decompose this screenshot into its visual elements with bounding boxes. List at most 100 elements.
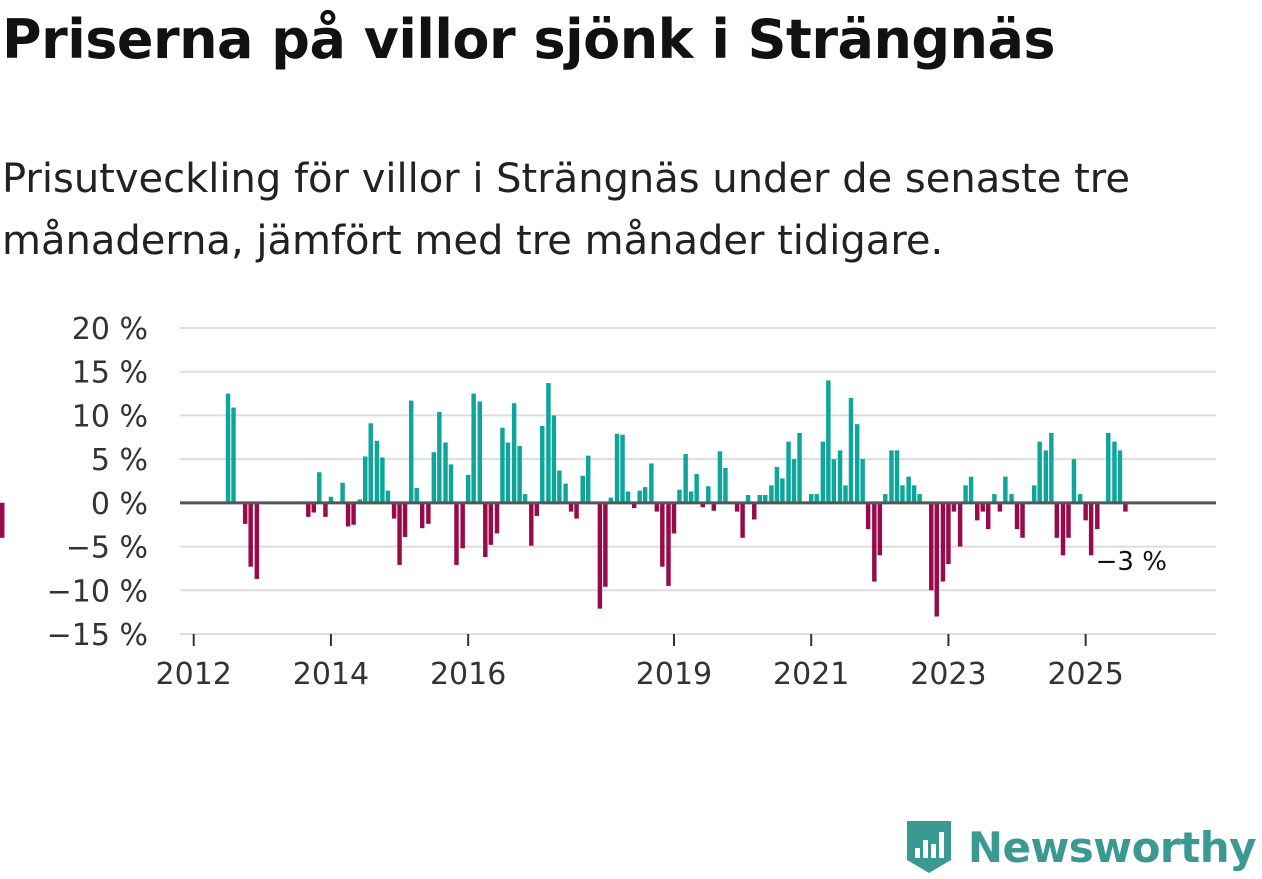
bar: [877, 502, 883, 556]
bar: [951, 502, 957, 512]
y-tick-label: −5 %: [66, 531, 148, 566]
bar: [323, 502, 328, 517]
bar: [465, 474, 471, 503]
y-tick-label: 10 %: [72, 399, 148, 434]
bar: [980, 502, 985, 512]
bar: [620, 434, 625, 503]
bar: [0, 502, 5, 530]
bar: [666, 502, 671, 586]
bar: [865, 502, 871, 530]
bar: [1003, 476, 1008, 503]
chart-title: Priserna på villor sjönk i Strängnäs: [2, 8, 1056, 71]
bar: [563, 483, 568, 503]
bar: [1095, 502, 1100, 530]
bar: [448, 464, 454, 503]
bar: [740, 502, 745, 538]
bar: [826, 380, 831, 503]
bar: [791, 459, 797, 503]
bar: [717, 451, 723, 503]
bar: [511, 403, 517, 503]
bar: [368, 423, 373, 503]
bar: [734, 502, 740, 512]
bar: [752, 502, 757, 520]
brand-name: Newsworthy: [967, 822, 1257, 872]
bar: [380, 457, 385, 503]
bar: [231, 407, 236, 503]
bar: [522, 494, 528, 503]
bar: [883, 494, 888, 503]
x-tick-label: 2019: [636, 657, 712, 692]
bar: [402, 502, 408, 537]
bar: [483, 502, 488, 558]
bar: [460, 502, 465, 549]
last-value-label: −3 %: [1096, 547, 1167, 577]
bar: [872, 502, 877, 582]
bar: [242, 502, 248, 524]
bar: [357, 499, 362, 503]
bar: [529, 502, 534, 546]
bar: [837, 450, 843, 503]
bars: [0, 380, 1128, 617]
x-tick-label: 2016: [430, 657, 506, 692]
bar: [854, 424, 860, 503]
bar: [443, 442, 448, 503]
bar: [1088, 502, 1094, 556]
bar: [385, 490, 391, 503]
bar: [894, 450, 900, 503]
bar: [363, 456, 368, 503]
bar: [340, 482, 345, 503]
bar: [431, 452, 437, 503]
bar: [769, 485, 774, 503]
bar: [700, 502, 706, 508]
x-tick-label: 2025: [1047, 657, 1123, 692]
bar: [860, 459, 865, 503]
bar: [351, 502, 356, 525]
bar: [906, 476, 911, 503]
x-tick-label: 2014: [293, 657, 369, 692]
bar: [1043, 450, 1049, 503]
bar: [494, 502, 500, 534]
newsworthy-logo-icon: [906, 821, 951, 873]
bar: [631, 502, 637, 509]
bar: [574, 502, 579, 519]
bar: [500, 427, 505, 503]
bar: [1123, 502, 1128, 512]
bar: [642, 487, 648, 503]
bar: [780, 478, 785, 503]
bar: [963, 485, 968, 503]
bar: [786, 441, 791, 503]
bar: [1037, 441, 1042, 503]
bar: [477, 401, 483, 503]
y-tick-label: 5 %: [91, 443, 148, 478]
bar: [808, 494, 814, 503]
bar: [534, 502, 539, 516]
bar: [757, 494, 762, 503]
bar: [1071, 459, 1077, 503]
bar: [345, 502, 351, 527]
bar: [968, 476, 974, 503]
bar: [957, 502, 963, 547]
bar: [580, 475, 585, 503]
bar: [311, 502, 317, 513]
bar: [917, 494, 922, 503]
bar: [1014, 502, 1020, 530]
bar: [1112, 441, 1117, 503]
bar: [1077, 494, 1083, 503]
y-tick-label: −10 %: [47, 574, 148, 609]
bar: [694, 474, 699, 503]
bar: [471, 393, 476, 503]
y-tick-label: 20 %: [72, 312, 148, 347]
annotations: −3 %: [1096, 547, 1167, 577]
bar: [654, 502, 660, 512]
bar: [426, 502, 431, 524]
bar: [1066, 502, 1071, 538]
bar: [557, 470, 562, 503]
bar: [649, 463, 654, 503]
bar: [597, 502, 603, 609]
bar: [414, 487, 419, 503]
bar: [328, 496, 334, 503]
bar: [711, 502, 717, 511]
bar: [723, 467, 728, 503]
bar: [814, 494, 819, 503]
bar: [225, 393, 231, 503]
